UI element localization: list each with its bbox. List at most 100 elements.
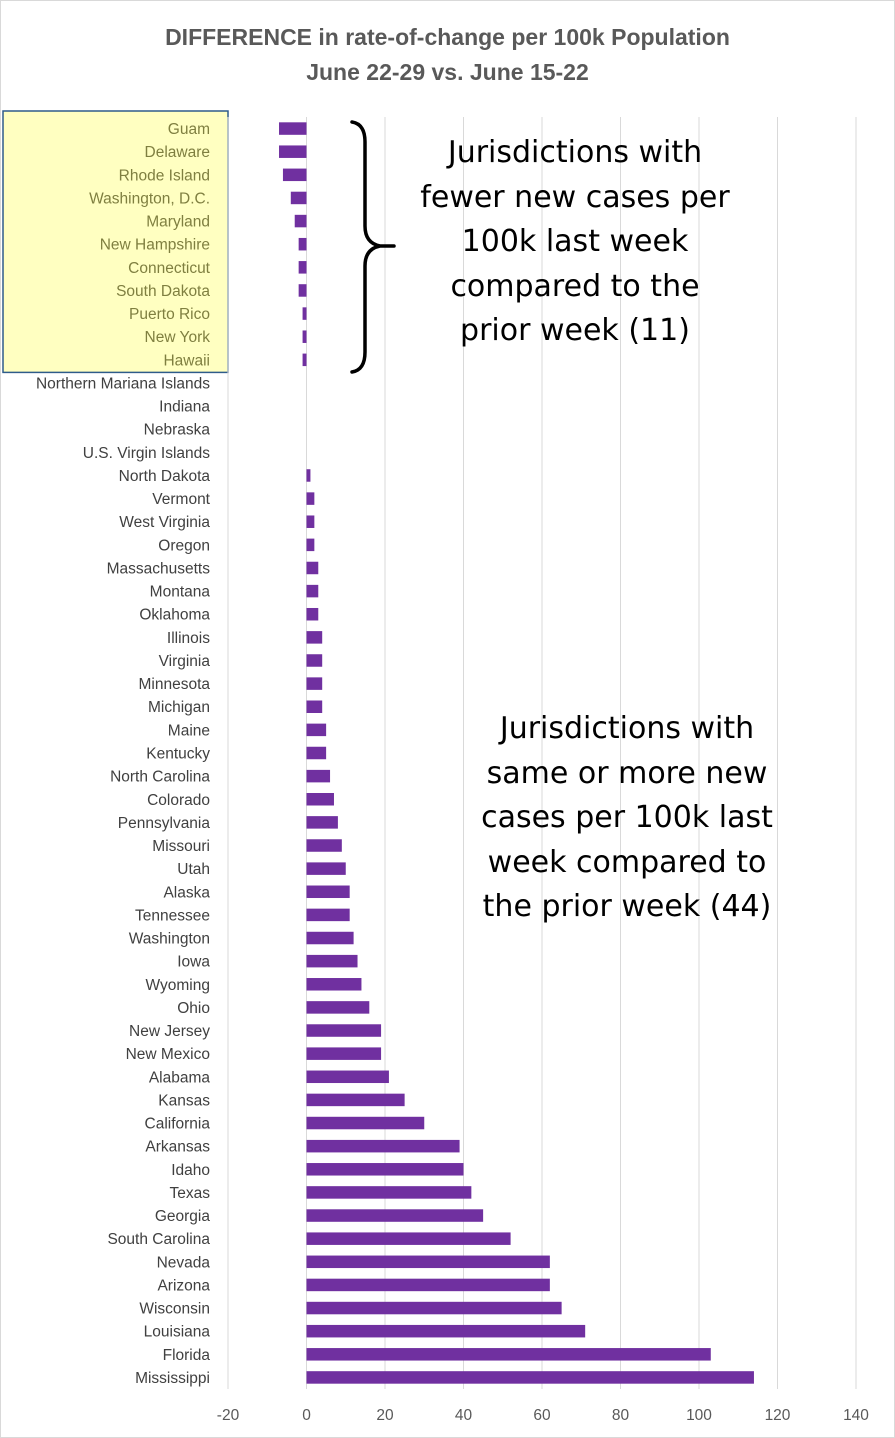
brace-icon: [350, 120, 396, 374]
category-label: Georgia: [155, 1208, 211, 1225]
category-label: U.S. Virgin Islands: [83, 445, 210, 462]
gridlines: [227, 117, 857, 1389]
chart-title-block: DIFFERENCE in rate-of-change per 100k Po…: [0, 20, 895, 90]
bar: [306, 1139, 460, 1153]
category-label: Puerto Rico: [129, 306, 210, 323]
category-label: Hawaii: [163, 352, 210, 369]
bar: [306, 1371, 754, 1384]
category-label: Oklahoma: [139, 607, 210, 624]
bar: [306, 1232, 511, 1245]
category-label: New Hampshire: [100, 237, 210, 254]
annotation-line: the prior week (44): [482, 889, 772, 924]
category-label: South Dakota: [116, 283, 210, 300]
category-label: Kentucky: [146, 746, 210, 763]
category-label: Alaska: [163, 884, 210, 901]
bar: [306, 492, 315, 505]
bar: [306, 515, 315, 528]
bar: [306, 1163, 464, 1176]
category-label: Oregon: [158, 537, 210, 554]
chart-subtitle: June 22-29 vs. June 15-22: [306, 59, 589, 85]
bar: [306, 816, 338, 829]
annotation-fewer-cases: Jurisdictions with fewer new cases per 100…: [410, 131, 740, 354]
category-label: Arkansas: [145, 1139, 210, 1156]
bar: [306, 1324, 586, 1338]
category-label: Nevada: [157, 1254, 211, 1271]
bar: [306, 793, 334, 806]
category-label: Missouri: [152, 838, 210, 855]
category-label: California: [145, 1116, 211, 1133]
bar: [306, 677, 323, 690]
bar: [306, 1024, 382, 1037]
x-tick-label: 40: [455, 1407, 473, 1424]
category-label: Texas: [170, 1185, 211, 1202]
category-label: Michigan: [148, 699, 210, 716]
category-label: Pennsylvania: [118, 815, 211, 832]
bar: [306, 631, 323, 644]
chart-title: DIFFERENCE in rate-of-change per 100k Po…: [165, 24, 730, 50]
category-label: Arizona: [157, 1277, 210, 1294]
x-tick-label: 60: [533, 1407, 551, 1424]
x-tick-label: -20: [217, 1407, 240, 1424]
category-label: Kansas: [158, 1092, 210, 1109]
annotation-line: compared to the: [450, 268, 700, 304]
x-tick-label: 100: [686, 1407, 712, 1424]
bar: [306, 469, 311, 482]
x-tick-labels: -20 0 20 40 60 80 100 120 140: [217, 1407, 870, 1424]
category-labels: Guam Delaware Rhode Island Washington, D.C.…: [36, 121, 211, 1387]
bar: [298, 261, 307, 274]
annotation-line: week compared to: [487, 844, 767, 880]
bar: [306, 839, 342, 852]
bar: [306, 978, 362, 991]
category-label: Maine: [168, 722, 210, 739]
category-label: North Carolina: [110, 769, 210, 786]
bar: [279, 145, 307, 158]
category-label: Mississippi: [135, 1370, 210, 1387]
bar: [306, 1209, 484, 1222]
category-label: Wyoming: [146, 977, 210, 994]
bar: [302, 353, 307, 367]
bar: [306, 538, 315, 552]
bar: [306, 1116, 425, 1130]
annotation-line: fewer new cases per: [420, 179, 730, 215]
category-label: South Carolina: [107, 1231, 210, 1248]
bar: [306, 607, 319, 621]
bar: [282, 168, 307, 182]
category-label: Colorado: [147, 792, 210, 809]
annotation-line: 100k last week: [461, 224, 689, 259]
annotation-line: Jurisdictions with: [447, 135, 703, 170]
category-label: Florida: [163, 1347, 211, 1364]
category-label: Illinois: [167, 630, 210, 647]
bar: [290, 191, 307, 205]
bar: [306, 1047, 382, 1060]
category-label: Rhode Island: [119, 167, 210, 184]
bar: [306, 954, 358, 968]
bar: [302, 307, 307, 320]
bars: [279, 122, 754, 1384]
bar: [298, 237, 307, 251]
category-label: Montana: [150, 584, 211, 601]
category-label: Virginia: [159, 653, 211, 670]
category-label: Iowa: [177, 954, 210, 971]
bar: [306, 862, 346, 875]
x-tick-label: 140: [843, 1407, 869, 1424]
category-label: Nebraska: [144, 422, 211, 439]
bar: [306, 584, 319, 598]
bar: [306, 654, 323, 667]
category-label: New York: [145, 329, 211, 346]
category-label: Tennessee: [135, 907, 210, 924]
bar: [306, 769, 331, 783]
category-label: Washington, D.C.: [89, 190, 210, 207]
bar: [306, 885, 350, 899]
category-label: Maryland: [146, 214, 210, 231]
bar: [306, 931, 354, 945]
category-label: Wisconsin: [139, 1301, 210, 1318]
annotation-line: cases per 100k last: [481, 800, 773, 835]
annotation-line: prior week (11): [460, 313, 690, 348]
x-tick-label: 80: [612, 1407, 630, 1424]
bar: [306, 1070, 389, 1084]
bar: [306, 1093, 405, 1107]
bar: [306, 561, 319, 575]
bar: [294, 214, 307, 228]
bar: [306, 908, 350, 922]
